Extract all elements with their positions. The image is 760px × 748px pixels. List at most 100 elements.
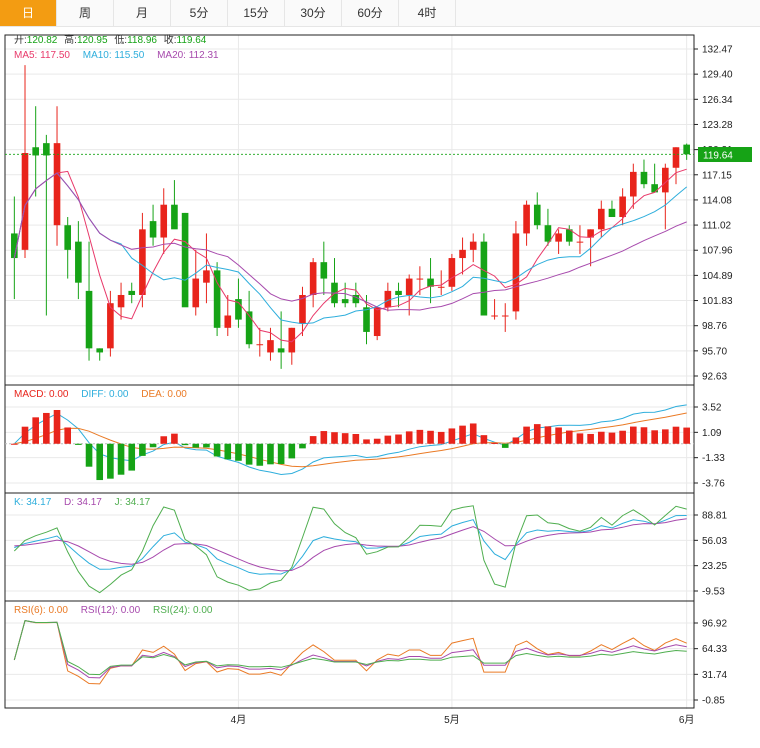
tab-0[interactable]: 日 — [0, 0, 57, 26]
candle-body — [352, 294, 360, 304]
macd-bar — [555, 427, 562, 444]
macd-bar — [224, 443, 232, 460]
rsi-legend: RSI(6): 0.00 RSI(12): 0.00 RSI(24): 0.00 — [14, 605, 213, 616]
candle-body — [501, 315, 509, 317]
tab-3[interactable]: 5分 — [171, 0, 228, 26]
tab-4[interactable]: 15分 — [228, 0, 285, 26]
candle-body — [43, 143, 50, 156]
price-ytick-label: 117.15 — [702, 170, 732, 181]
macd-bar — [565, 430, 573, 444]
candle-body — [629, 171, 637, 197]
candle — [75, 221, 82, 300]
candle — [501, 303, 509, 332]
candle — [341, 282, 349, 308]
candle-body — [320, 262, 328, 279]
macd-bar — [288, 443, 296, 459]
macd-bar — [533, 424, 541, 444]
candle-body — [469, 241, 477, 250]
macd-bar — [341, 433, 349, 444]
candle-body — [672, 147, 680, 168]
candle-body — [160, 204, 168, 238]
macd-bar — [75, 443, 82, 445]
macd-bar — [299, 443, 306, 449]
candle — [128, 282, 136, 304]
candle-body — [651, 184, 658, 193]
candle-body — [277, 348, 285, 353]
tab-5[interactable]: 30分 — [285, 0, 342, 26]
candle — [181, 212, 189, 308]
macd-bar — [117, 443, 125, 475]
macd-bar — [587, 433, 594, 444]
candle-body — [448, 258, 456, 287]
tab-6[interactable]: 60分 — [342, 0, 399, 26]
price-ytick-label: 98.76 — [702, 321, 727, 332]
kdj-ytick-label: 23.25 — [702, 561, 727, 572]
macd-bar — [373, 438, 381, 444]
candle — [469, 233, 477, 263]
ma5-line — [13, 168, 687, 343]
candle — [139, 212, 146, 308]
tab-1[interactable]: 周 — [57, 0, 114, 26]
candle — [565, 225, 573, 246]
macd-bar — [501, 443, 509, 448]
candle-body — [267, 340, 274, 353]
candle-body — [64, 225, 72, 250]
rsi-ytick-label: 64.33 — [702, 644, 727, 655]
macd-histogram — [5, 409, 694, 481]
candle-body — [11, 233, 18, 259]
tab-2[interactable]: 月 — [114, 0, 171, 26]
k-line — [14, 515, 687, 575]
candle-body — [21, 152, 29, 250]
candle — [288, 327, 296, 365]
candle — [459, 237, 466, 275]
macd-bar — [245, 443, 253, 465]
macd-bar — [352, 434, 360, 444]
candle — [96, 348, 104, 361]
candle-body — [533, 204, 541, 226]
macd-bar — [619, 430, 626, 444]
candle-body — [299, 294, 306, 324]
candle-body — [384, 290, 392, 308]
axis-ticks: 132.47129.40126.34123.28120.21117.15114.… — [231, 45, 733, 727]
price-ytick-label: 126.34 — [702, 95, 733, 106]
candle — [662, 163, 669, 230]
macd-bar — [53, 409, 61, 444]
macd-bar — [85, 443, 93, 467]
candle — [117, 282, 125, 320]
candle-body — [128, 290, 136, 295]
macd-bar — [544, 426, 552, 444]
j-line — [13, 505, 687, 594]
macd-ytick-label: 3.52 — [702, 403, 722, 414]
candle-body — [373, 307, 381, 337]
candle — [352, 282, 360, 308]
macd-legend: MACD: 0.00 DIFF: 0.00 DEA: 0.00 — [14, 389, 187, 400]
candle — [533, 192, 541, 230]
grid-lines — [5, 35, 694, 709]
candle-body — [565, 229, 573, 242]
indicator-lines — [5, 153, 694, 685]
macd-bar — [651, 430, 658, 444]
macd-bar — [320, 431, 328, 444]
kdj-ytick-label: 56.03 — [702, 536, 727, 547]
macd-bar — [256, 443, 264, 466]
macd-bar — [576, 433, 584, 444]
ma-legend: MA5: 117.50 MA10: 115.50 MA20: 112.31 — [14, 50, 219, 61]
candle — [224, 294, 232, 337]
tab-7[interactable]: 4时 — [399, 0, 456, 26]
macd-bar — [512, 437, 520, 444]
candle — [53, 106, 61, 246]
macd-bar — [32, 417, 39, 444]
candle — [629, 163, 637, 209]
candle-body — [309, 262, 317, 295]
macd-bar — [181, 443, 189, 446]
candle — [299, 286, 306, 337]
candle-body — [32, 147, 39, 156]
rsi-ytick-label: 96.92 — [702, 619, 727, 630]
candle — [11, 196, 18, 300]
price-ytick-label: 107.96 — [702, 246, 733, 257]
macd-bar — [128, 443, 136, 471]
price-ytick-label: 92.63 — [702, 372, 727, 383]
macd-bar — [64, 427, 72, 444]
candle — [32, 106, 39, 197]
macd-bar — [203, 443, 210, 448]
